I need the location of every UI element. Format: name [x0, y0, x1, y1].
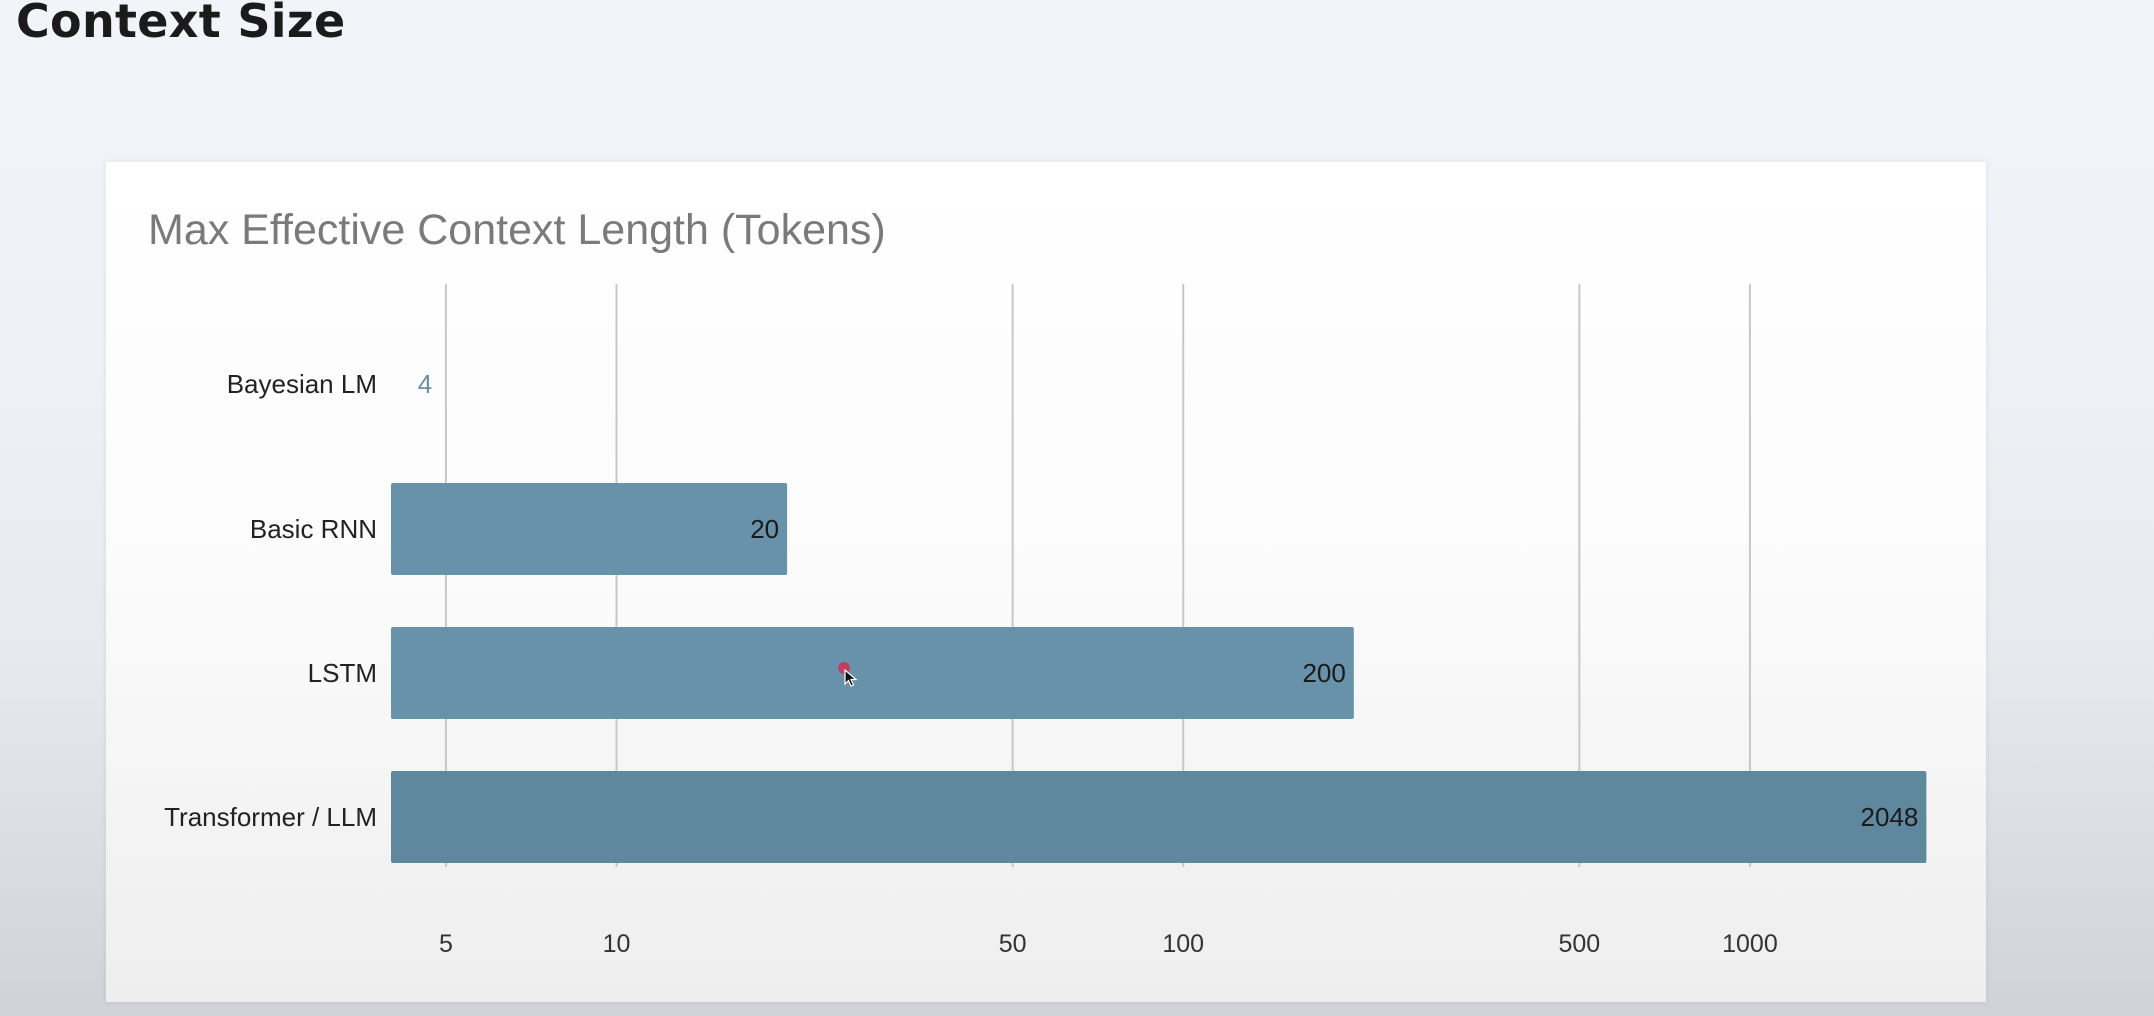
x-tick-label: 10 — [603, 930, 631, 958]
x-tick-label: 100 — [1162, 930, 1204, 958]
bar-chart: 5 10 50 100 500 1000 Bayesian LM 4 Basic RNN 20 LS… — [164, 284, 1927, 958]
category-label: Basic RNN — [250, 514, 377, 544]
mouse-cursor-icon — [838, 662, 858, 687]
category-label: Bayesian LM — [227, 369, 377, 399]
x-tick-label: 50 — [999, 930, 1027, 958]
category-label: LSTM — [308, 658, 377, 688]
bar — [391, 483, 788, 575]
x-tick-label: 1000 — [1722, 930, 1778, 958]
x-tick-label: 500 — [1558, 930, 1600, 958]
bar — [391, 627, 1354, 719]
data-label: 4 — [418, 369, 432, 399]
chart-panel: Max Effective Context Length (Tokens) 5 1… — [106, 162, 1986, 1002]
data-label: 2048 — [1861, 802, 1919, 832]
bar — [391, 771, 1927, 863]
data-label: 200 — [1302, 658, 1345, 688]
slide-title: Context Size — [16, 0, 346, 48]
data-label: 20 — [750, 514, 779, 544]
chart-title: Max Effective Context Length (Tokens) — [148, 206, 886, 254]
category-label: Transformer / LLM — [164, 802, 377, 832]
x-tick-label: 5 — [439, 930, 453, 958]
